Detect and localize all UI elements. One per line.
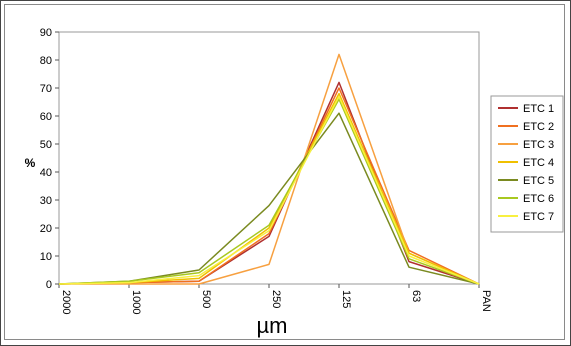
y-tick-label: 90 — [40, 27, 52, 39]
y-axis-label: % — [25, 156, 36, 170]
legend-label: ETC 4 — [523, 157, 554, 169]
x-tick-label: 125 — [340, 290, 352, 308]
x-tick-label: 500 — [200, 290, 212, 308]
y-tick-label: 70 — [40, 83, 52, 95]
legend-label: ETC 1 — [523, 103, 554, 115]
x-tick-label: 2000 — [60, 290, 72, 314]
legend: ETC 1 ETC 2 ETC 3 ETC 4 ETC 5 ETC 6 ETC 7 — [490, 95, 564, 233]
y-tick-label: 0 — [46, 279, 52, 291]
x-axis: 2000 1000 500 250 125 63 PAN — [58, 284, 492, 314]
x-tick-label: 63 — [410, 290, 422, 302]
y-tick-label: 40 — [40, 167, 52, 179]
x-tick-label: 250 — [270, 290, 282, 308]
x-tick-label: PAN — [480, 290, 492, 312]
y-tick-label: 60 — [40, 111, 52, 123]
y-tick-label: 50 — [40, 139, 52, 151]
legend-label: ETC 7 — [523, 211, 554, 223]
y-tick-label: 10 — [40, 251, 52, 263]
series-lines — [58, 53, 480, 285]
plot-area — [58, 31, 480, 285]
legend-box — [490, 95, 564, 233]
y-tick-label: 30 — [40, 195, 52, 207]
legend-label: ETC 3 — [523, 139, 554, 151]
x-tick-label: 1000 — [130, 290, 142, 314]
legend-label: ETC 6 — [523, 193, 554, 205]
legend-label: ETC 2 — [523, 121, 554, 133]
series-line-etc-6 — [58, 98, 480, 285]
legend-label: ETC 5 — [523, 175, 554, 187]
series-line-etc-7 — [58, 95, 480, 285]
y-axis: 0 10 20 30 40 50 60 70 80 90 — [40, 27, 59, 291]
x-axis-label: µm — [256, 313, 287, 338]
y-tick-label: 80 — [40, 55, 52, 67]
y-tick-label: 20 — [40, 223, 52, 235]
